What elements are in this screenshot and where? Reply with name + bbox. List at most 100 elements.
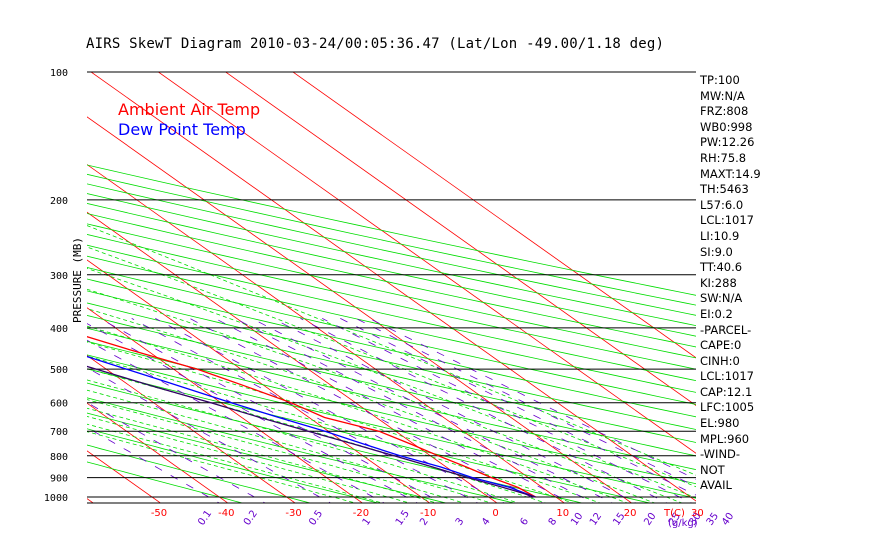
isotherm-line <box>87 259 431 503</box>
legend-item-air-temp: Ambient Air Temp <box>118 100 261 119</box>
index-entry: TP:100 <box>700 73 740 87</box>
moist-adiabat-line <box>87 325 629 503</box>
index-entry: LI:10.9 <box>700 228 740 243</box>
isotherm-line <box>0 53 30 506</box>
index-entry: CAPE:0 <box>700 338 742 353</box>
index-entry: CINH:0 <box>700 353 740 368</box>
y-tick-label: 200 <box>50 196 68 207</box>
x-bottom-tick-label: -30 <box>285 508 301 519</box>
index-entry: -WIND- <box>700 447 741 462</box>
mixing-ratio-label: 35 <box>705 511 721 528</box>
dew-point-line <box>87 355 536 498</box>
isotherm-line <box>87 211 498 503</box>
mixing-ratio-label: 40 <box>720 511 736 528</box>
mixing-ratio-label: 20 <box>642 511 658 528</box>
x-bottom-tick-label: -20 <box>353 508 369 519</box>
dry-adiabat-line <box>87 267 696 405</box>
index-entry: TH:5463 <box>700 182 749 197</box>
dry-adiabat-line <box>87 164 696 296</box>
y-tick-label: 400 <box>50 324 68 335</box>
dry-adiabat-line <box>87 203 696 337</box>
moist-adiabat-line <box>87 389 493 503</box>
x-bottom-tick-label: -40 <box>218 508 234 519</box>
moist-adiabat-lines <box>87 225 696 503</box>
moist-adiabat-line <box>87 288 684 503</box>
mixing-ratio-label: 1 <box>361 516 374 528</box>
dry-adiabat-line <box>87 234 696 370</box>
y-tick-label: 300 <box>50 271 68 282</box>
dry-adiabat-line <box>87 428 380 503</box>
dry-adiabat-line <box>87 444 312 503</box>
index-entry: FRZ:808 <box>700 104 749 119</box>
moist-adiabat-line <box>87 268 696 499</box>
index-entry: L57:6.0 <box>700 197 744 212</box>
mixing-ratio-label: 8 <box>547 516 560 528</box>
index-entry: LFC:1005 <box>700 400 755 415</box>
x-bottom-tick-label: 20 <box>624 508 637 519</box>
index-entry: NOT <box>700 462 725 477</box>
dry-adiabat-line <box>87 340 696 485</box>
sounding-series <box>87 336 536 498</box>
legend-item-dew-point: Dew Point Temp <box>118 120 246 139</box>
y-tick-label: 100 <box>50 68 68 79</box>
isotherm-line <box>292 72 696 359</box>
dry-adiabat-lines <box>87 164 696 503</box>
y-axis-label: PRESSURE (MB) <box>71 237 84 323</box>
mixing-ratio-line <box>87 367 332 503</box>
dry-adiabat-line <box>87 193 696 327</box>
mixing-ratio-line <box>87 339 386 503</box>
index-entry: PW:12.26 <box>700 135 755 150</box>
dry-adiabat-line <box>87 278 696 418</box>
x-bottom-tick-label: -10 <box>420 508 436 519</box>
mixing-ratio-label: 10 <box>569 511 585 528</box>
index-entry: CAP:12.1 <box>700 384 753 399</box>
dry-adiabat-line <box>87 382 584 503</box>
mixing-ratio-label: 6 <box>518 516 531 528</box>
index-entry: TT:40.6 <box>700 260 743 275</box>
dry-adiabat-line <box>87 290 696 430</box>
index-entry: MPL:960 <box>700 431 750 446</box>
mixing-ratio-line <box>235 318 595 503</box>
mixing-ratio-label: 0.1 <box>196 508 214 527</box>
air-temperature-line <box>87 336 536 498</box>
isotherm-line <box>157 72 696 454</box>
mixing-ratio-line <box>251 318 614 503</box>
index-entry: LCL:1017 <box>700 213 754 228</box>
moist-adiabat-line <box>87 399 466 503</box>
dry-adiabat-line <box>87 412 448 503</box>
moist-adiabat-line <box>87 246 696 488</box>
y-tick-label: 1000 <box>44 493 68 504</box>
mixing-ratio-label: 3 <box>454 516 467 528</box>
mixing-ratio-line <box>87 401 266 503</box>
mixing-ratio-label: 4 <box>480 516 493 528</box>
moist-adiabat-line <box>87 225 696 476</box>
x-unit-label: T(C) <box>663 508 685 519</box>
index-entry: MAXT:14.9 <box>700 166 761 181</box>
dry-adiabat-line <box>87 354 696 499</box>
index-entry: SI:9.0 <box>700 244 733 259</box>
isotherm-line <box>87 354 296 503</box>
isotherm-line <box>87 402 229 503</box>
mixing-ratio-lines <box>87 318 696 503</box>
y-tick-label: 900 <box>50 474 68 485</box>
mixing-ratio-label: 0.2 <box>242 508 260 527</box>
index-entry: RH:75.8 <box>700 150 747 165</box>
isotherm-lines <box>0 53 696 506</box>
mixing-ratio-line <box>369 318 696 480</box>
mixing-ratio-unit-label: (g/kg) <box>668 518 698 529</box>
mixing-ratio-label: 2 <box>418 516 431 528</box>
dry-adiabat-line <box>87 315 696 457</box>
mixing-ratio-line <box>131 318 479 503</box>
dry-adiabat-line <box>87 461 245 503</box>
isobar-lines <box>87 71 696 504</box>
isotherm-line <box>87 307 364 503</box>
mixing-ratio-line <box>87 426 221 503</box>
index-entry: WB0:998 <box>700 119 753 134</box>
index-entry: EL:980 <box>700 416 740 431</box>
mixing-ratio-label: 1.5 <box>394 508 412 527</box>
index-entry: KI:288 <box>700 275 737 290</box>
mixing-ratio-line <box>272 318 637 503</box>
x-bottom-tick-label: 0 <box>492 508 498 519</box>
